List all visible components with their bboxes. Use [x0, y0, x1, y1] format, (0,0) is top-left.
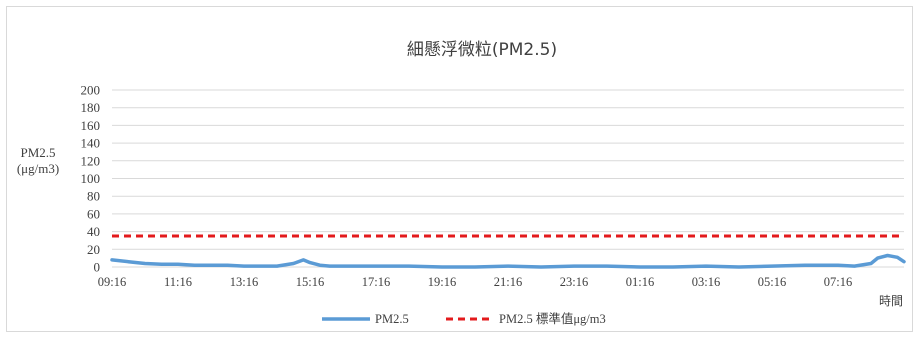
y-axis-label-line1: PM2.5 — [20, 145, 55, 160]
x-tick-label: 09:16 — [98, 275, 126, 289]
x-tick-label: 23:16 — [560, 275, 588, 289]
chart-title: 細懸浮微粒(PM2.5) — [407, 40, 557, 60]
x-tick-label: 03:16 — [692, 275, 720, 289]
x-tick-label: 19:16 — [428, 275, 456, 289]
series-line-pm25 — [110, 253, 906, 269]
y-axis-ticks: 0 20 40 60 80 100 120 140 160 180 200 — [81, 83, 101, 275]
y-axis-label-line2: (μg/m3) — [17, 161, 59, 176]
x-tick-label: 05:16 — [758, 275, 786, 289]
y-tick-label: 80 — [87, 189, 100, 204]
grid-lines — [112, 89, 904, 268]
legend-label-pm25: PM2.5 — [375, 312, 409, 326]
x-tick-label: 11:16 — [164, 275, 192, 289]
x-tick-label: 17:16 — [362, 275, 390, 289]
y-tick-label: 20 — [87, 242, 100, 257]
y-tick-label: 40 — [87, 224, 100, 239]
x-tick-label: 13:16 — [230, 275, 258, 289]
chart-frame — [6, 6, 913, 332]
x-tick-label: 21:16 — [494, 275, 522, 289]
y-tick-label: 100 — [81, 171, 101, 186]
series-layer — [110, 234, 906, 269]
x-axis-label: 時間 — [879, 294, 903, 308]
legend-label-standard: PM2.5 標準值μg/m3 — [499, 311, 606, 326]
y-tick-label: 0 — [94, 260, 101, 275]
x-tick-label: 15:16 — [296, 275, 324, 289]
y-tick-label: 60 — [87, 206, 100, 221]
y-tick-label: 180 — [81, 100, 101, 115]
y-tick-label: 120 — [81, 153, 101, 168]
y-tick-label: 200 — [81, 83, 101, 98]
y-tick-label: 160 — [81, 118, 101, 133]
x-tick-label: 07:16 — [824, 275, 852, 289]
y-tick-label: 140 — [81, 136, 101, 151]
x-tick-label: 01:16 — [626, 275, 654, 289]
x-axis-ticks: 09:16 11:16 13:16 15:16 17:16 19:16 21:16 23:16… — [98, 275, 852, 289]
legend: PM2.5 PM2.5 標準值μg/m3 — [322, 311, 606, 326]
